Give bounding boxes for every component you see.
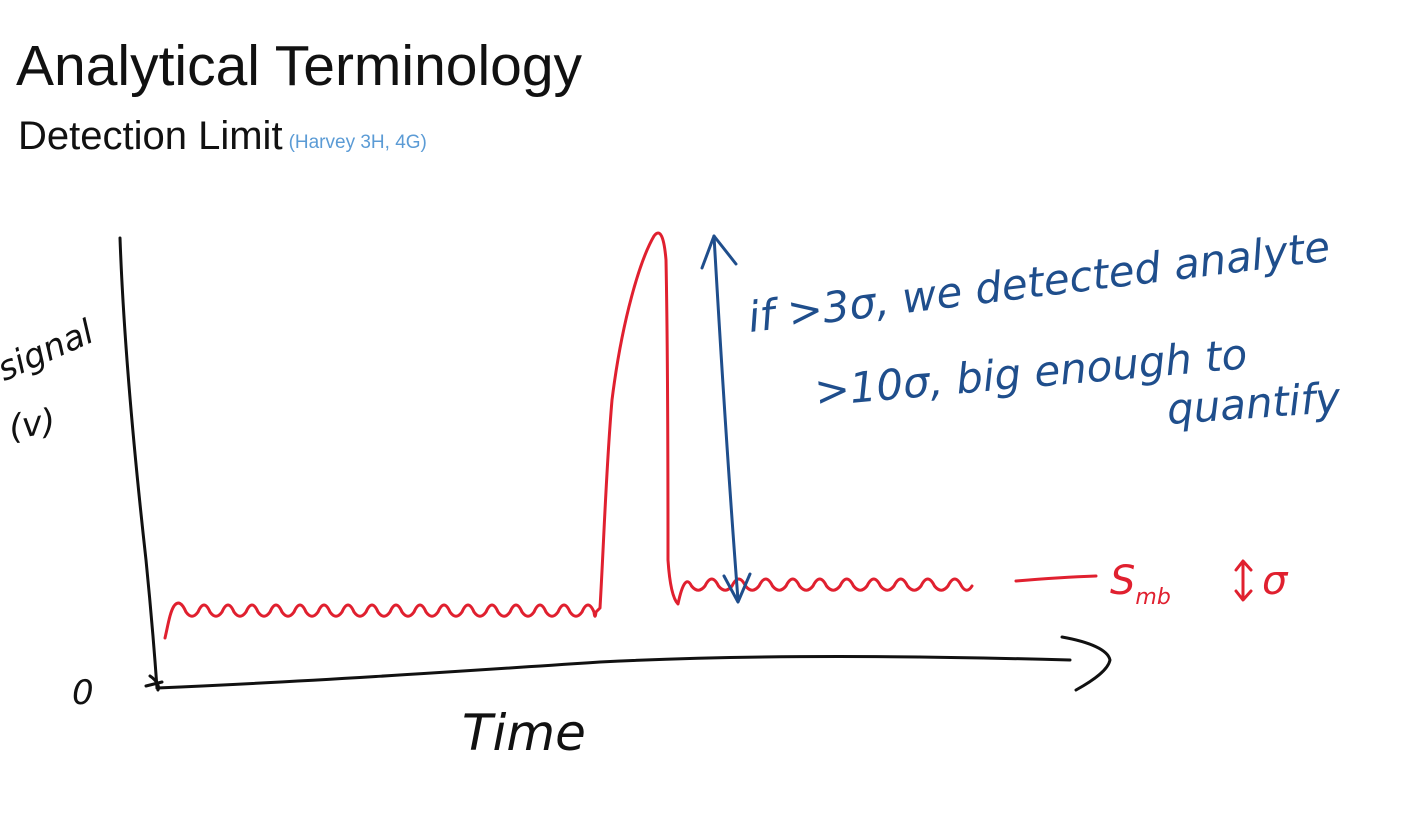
origin-label: 0 bbox=[72, 673, 94, 713]
x-axis bbox=[155, 655, 1072, 690]
slide-subtitle: Detection Limit (Harvey 3H, 4G) bbox=[18, 116, 427, 156]
blank-signal-label: Smb bbox=[1110, 558, 1171, 610]
slide-title: Analytical Terminology bbox=[16, 34, 583, 98]
origin-tick bbox=[144, 674, 164, 692]
x-axis-arrowhead bbox=[1060, 635, 1112, 692]
blank-subscript: mb bbox=[1135, 585, 1170, 610]
subtitle-text: Detection Limit bbox=[18, 114, 283, 158]
sigma-arrow bbox=[1234, 559, 1253, 602]
signal-trace bbox=[163, 231, 974, 640]
reference-citation: (Harvey 3H, 4G) bbox=[288, 132, 427, 153]
blank-dash bbox=[1014, 574, 1098, 583]
sigma-label: σ bbox=[1262, 558, 1289, 604]
annotation-detected: if >3σ, we detected analyte bbox=[745, 222, 1332, 342]
arrow-head-top bbox=[700, 234, 738, 270]
blank-symbol: S bbox=[1110, 558, 1135, 604]
y-axis bbox=[118, 236, 159, 690]
y-axis-label-signal: signal bbox=[0, 312, 100, 390]
x-axis-label: Time bbox=[462, 704, 586, 762]
arrow-shaft bbox=[712, 234, 740, 602]
blank-marker bbox=[1014, 559, 1253, 602]
signal-height-arrow bbox=[700, 234, 752, 604]
arrow-head-bottom bbox=[722, 572, 752, 604]
annotation-quantify: quantify bbox=[1165, 373, 1343, 434]
axes bbox=[118, 236, 1112, 692]
y-axis-label-unit: (v) bbox=[6, 401, 59, 448]
